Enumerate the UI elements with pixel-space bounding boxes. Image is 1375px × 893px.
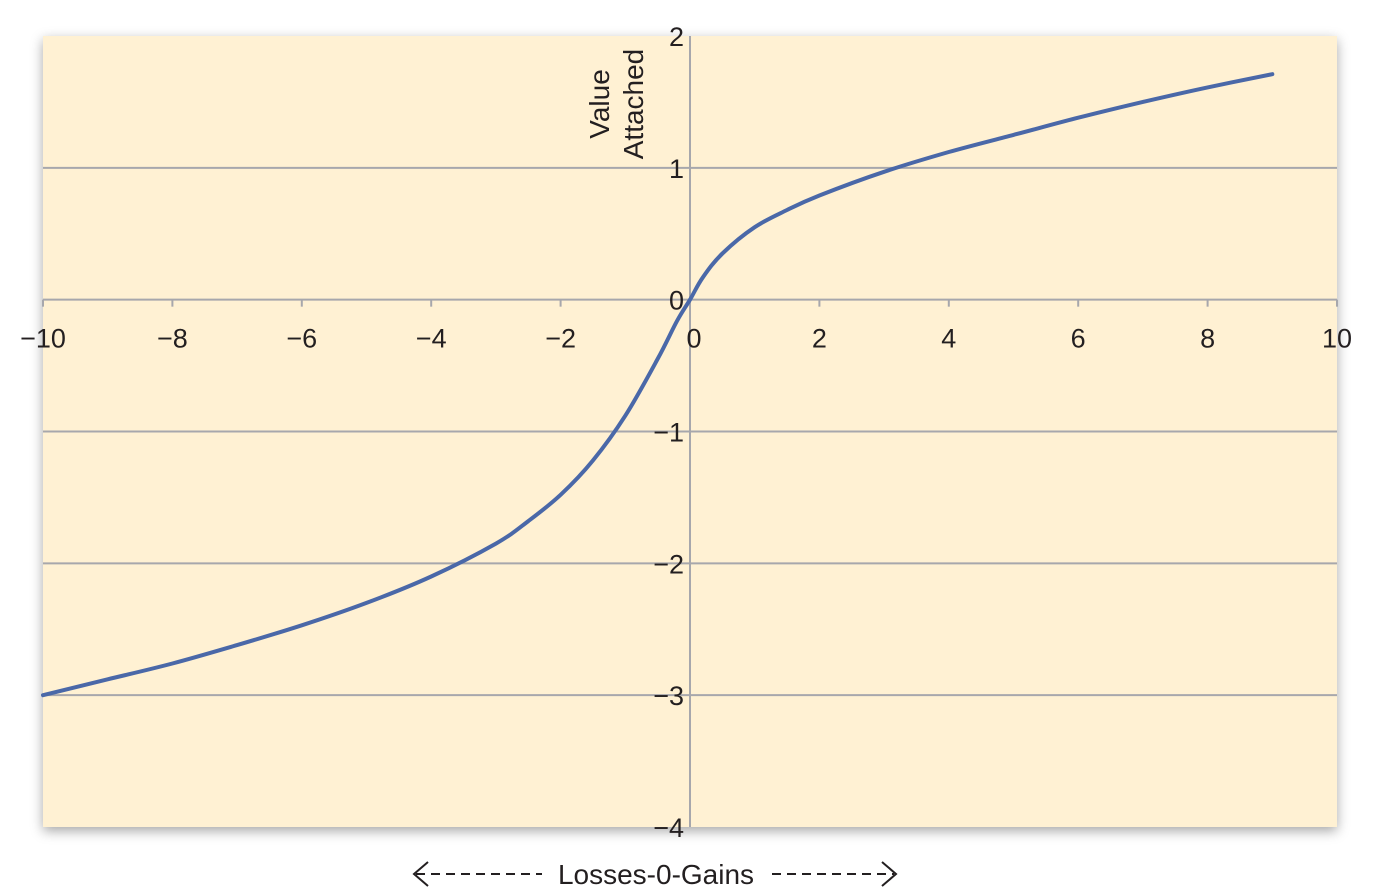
x-tick-label: −4	[416, 324, 447, 354]
y-tick-label: 0	[669, 286, 684, 316]
y-axis-tick-labels: 2 1 0 −1 −2 −3 −4	[653, 22, 684, 843]
x-tick-label: 6	[1071, 324, 1086, 354]
y-tick-label: −4	[653, 813, 684, 843]
x-tick-label: 10	[1322, 324, 1352, 354]
x-tick-label: −6	[286, 324, 317, 354]
x-tick-label: 4	[941, 324, 956, 354]
y-axis-title-line-2: Attached	[618, 49, 649, 160]
x-tick-label: −10	[20, 324, 66, 354]
x-axis-tick-labels: −10 −8 −6 −4 −2 0 2 4 6 8 10	[20, 324, 1352, 354]
x-axis-ticks	[42, 299, 1338, 307]
left-arrow-head	[412, 861, 429, 887]
x-tick-label: 0	[686, 324, 701, 354]
y-tick-label: −2	[653, 549, 684, 579]
x-tick-label: −2	[545, 324, 576, 354]
series-line-value-curve	[41, 72, 1275, 698]
y-tick-label: −3	[653, 681, 684, 711]
x-tick-label: 8	[1200, 324, 1215, 354]
y-axis-title: Value Attached	[584, 49, 649, 160]
y-axis-title-line-1: Value	[584, 69, 615, 139]
losses-gains-annotation: Losses-0-Gains	[412, 859, 898, 890]
right-arrow-head	[881, 861, 898, 887]
y-tick-label: 1	[669, 154, 684, 184]
x-tick-label: 2	[812, 324, 827, 354]
x-tick-label: −8	[157, 324, 188, 354]
y-tick-label: −1	[653, 418, 684, 448]
losses-gains-label: Losses-0-Gains	[558, 859, 754, 890]
y-tick-label: 2	[669, 22, 684, 52]
